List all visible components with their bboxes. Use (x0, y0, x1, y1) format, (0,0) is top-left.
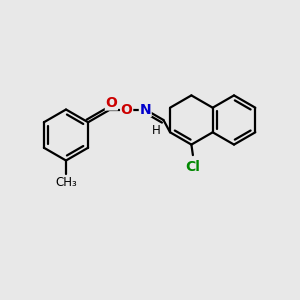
Text: O: O (105, 96, 117, 110)
Text: Cl: Cl (185, 160, 200, 174)
Text: H: H (152, 124, 160, 136)
Text: CH₃: CH₃ (55, 176, 77, 189)
Text: N: N (140, 103, 151, 116)
Text: O: O (121, 103, 133, 116)
